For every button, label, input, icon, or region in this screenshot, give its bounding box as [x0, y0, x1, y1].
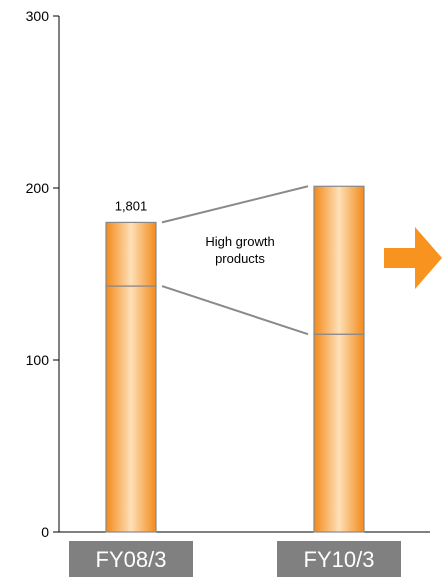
category-box — [277, 541, 401, 577]
bar-segment-upper — [313, 185, 365, 335]
y-tick-label: 0 — [41, 524, 49, 540]
category-label: FY10/3 — [304, 547, 375, 572]
annotation-text: High growth products — [205, 234, 274, 266]
y-tick-label: 300 — [26, 8, 50, 24]
bar-segment-lower — [313, 333, 365, 533]
bar-segment-upper — [105, 221, 157, 287]
connector-line-bottom — [161, 285, 309, 336]
y-tick-label: 200 — [26, 180, 50, 196]
connector-line-top — [161, 185, 309, 224]
y-tick-label: 100 — [26, 352, 50, 368]
right-arrow-icon — [384, 227, 442, 289]
category-box — [69, 541, 193, 577]
category-label: FY08/3 — [96, 547, 167, 572]
data-label: 1,801 — [115, 198, 148, 213]
bar-segment-lower — [105, 285, 157, 533]
